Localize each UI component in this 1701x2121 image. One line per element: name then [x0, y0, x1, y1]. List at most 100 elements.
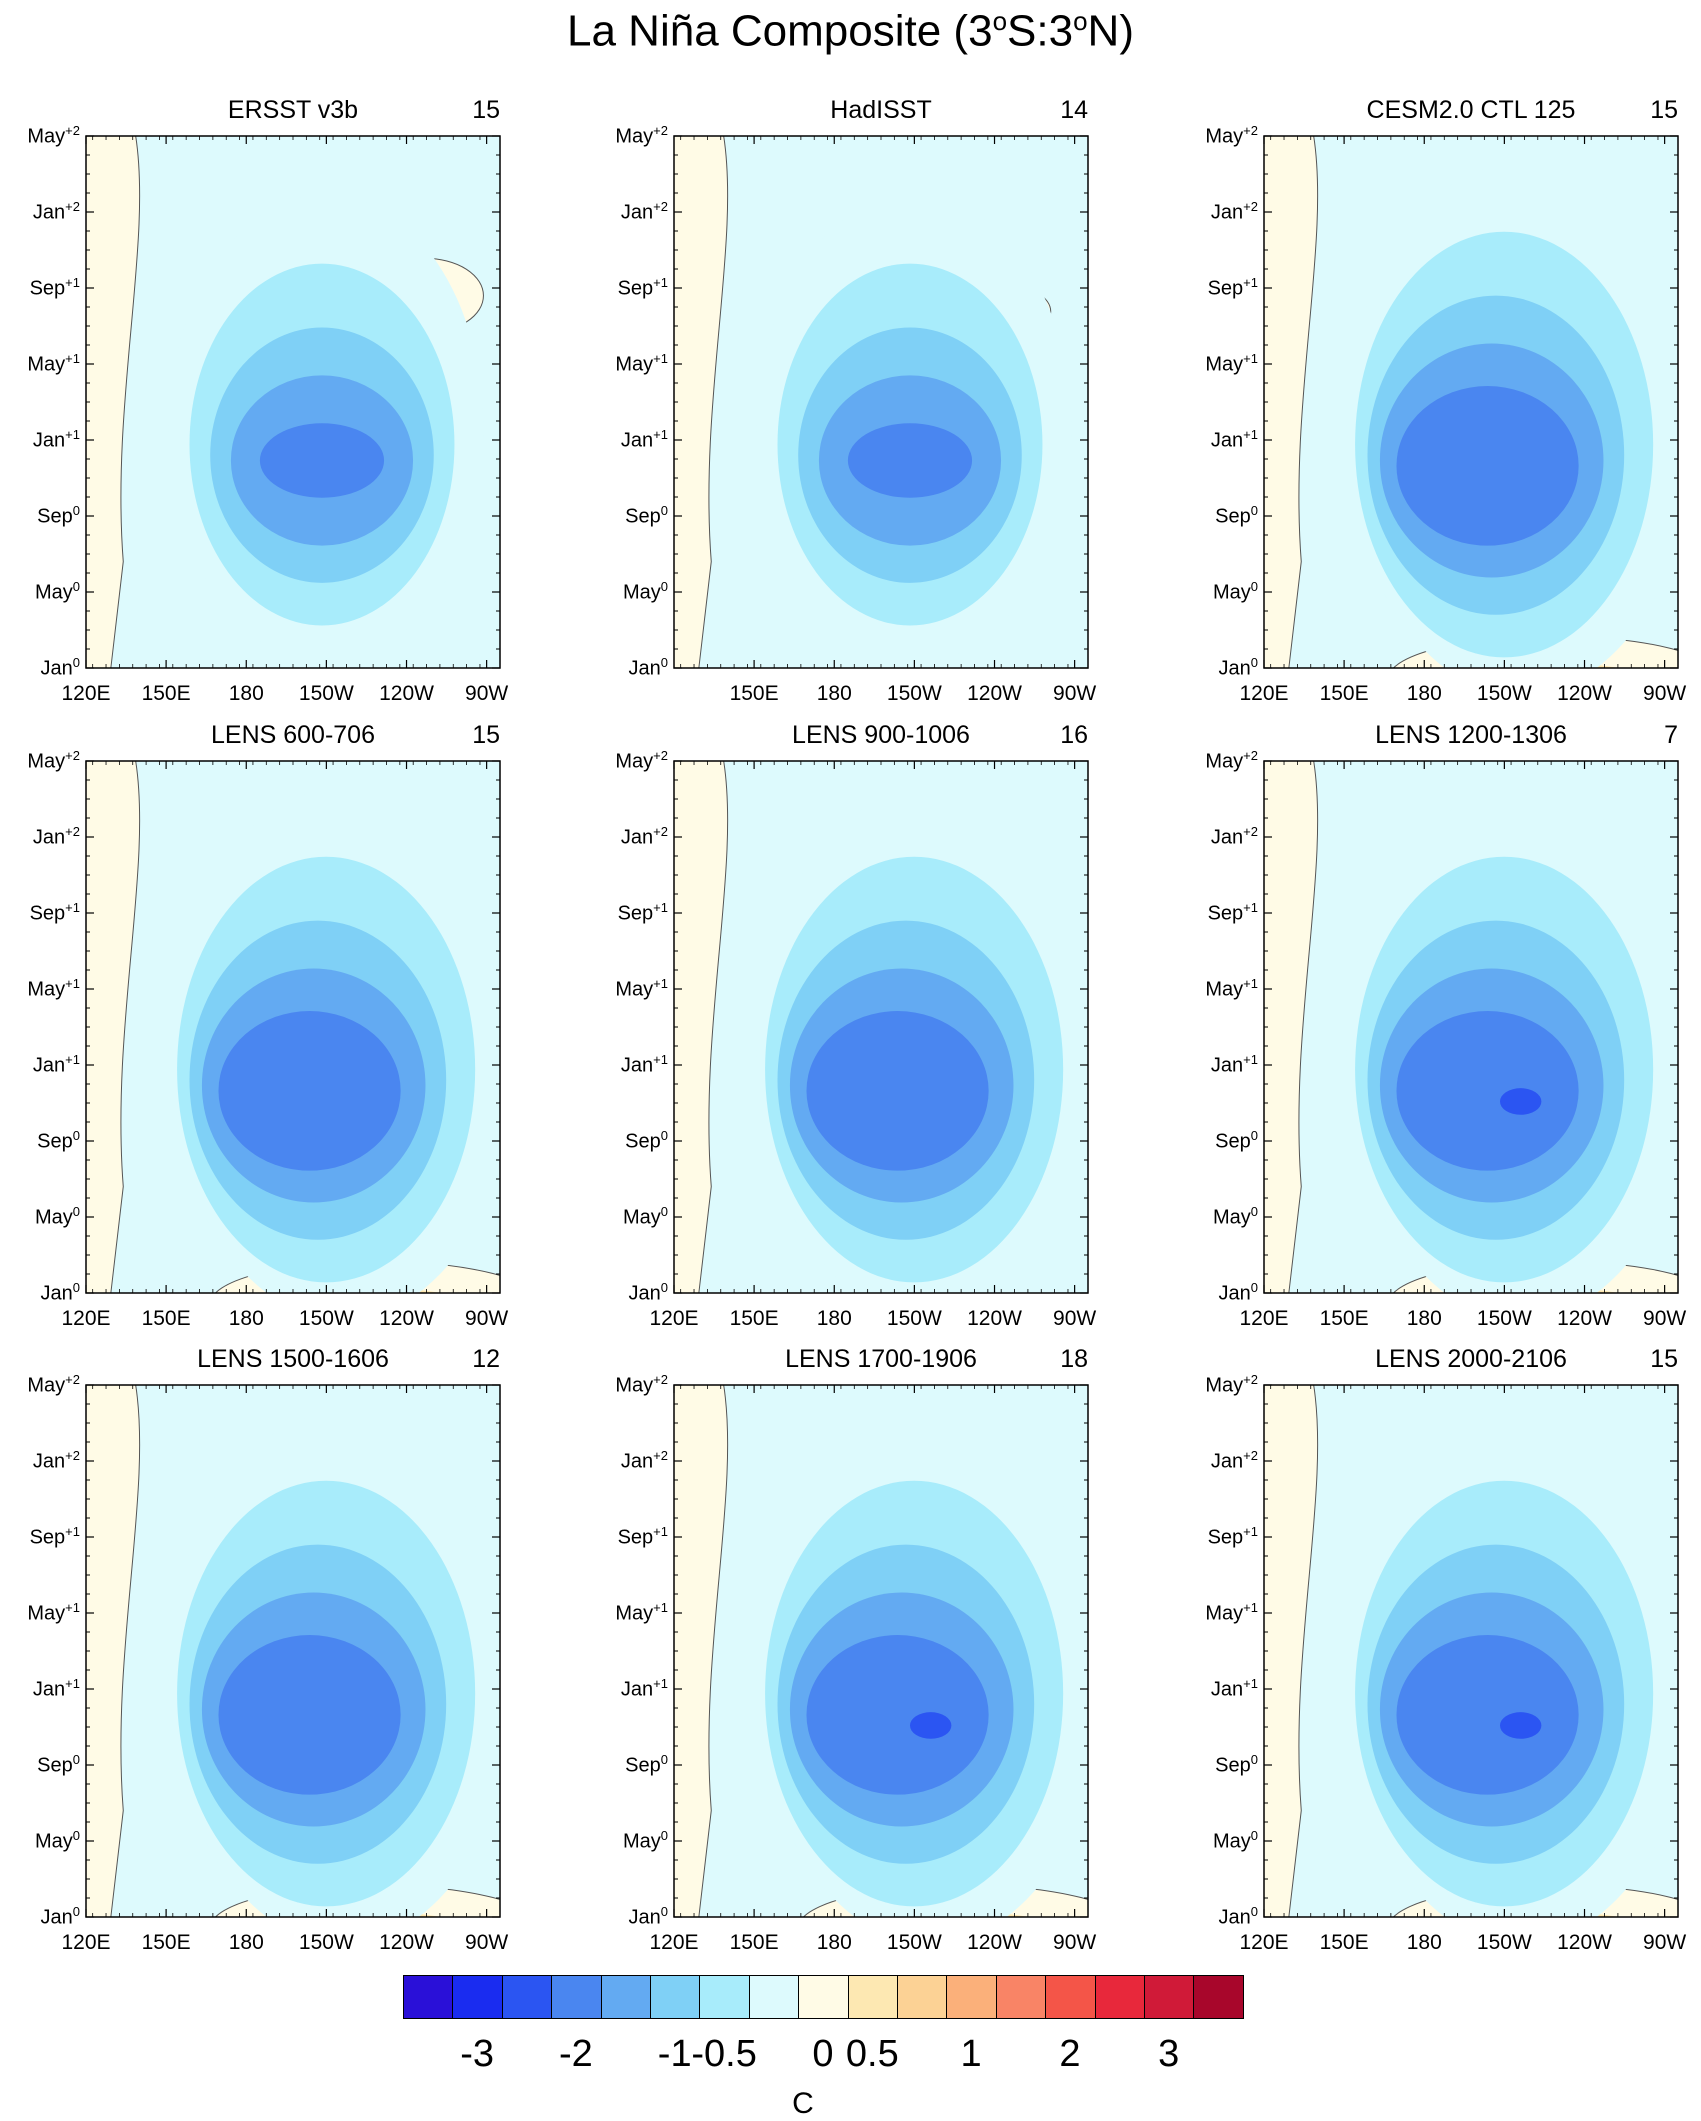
colorbar-swatch [600, 1975, 651, 2019]
y-tick-label: Jan0 [628, 1904, 668, 1929]
y-tick-label: May+2 [1205, 748, 1258, 773]
y-tick-label: Jan+1 [620, 1052, 668, 1077]
y-tick-label: Jan+1 [1210, 1676, 1258, 1701]
y-tick-label: May0 [1212, 1828, 1258, 1853]
title-degree-2: o [1073, 6, 1088, 36]
x-tick-label: 90W [1053, 682, 1097, 705]
cold-anomaly-contour [1499, 1088, 1542, 1115]
y-tick-label: Sep+1 [29, 900, 80, 925]
y-tick-label: Sep0 [37, 1128, 80, 1153]
colorbar-tick-label: 0.5 [845, 2033, 899, 2075]
x-tick-label: 180 [816, 1931, 852, 1954]
cold-anomaly-contour [806, 1635, 989, 1795]
x-tick-label: 150W [1476, 1307, 1532, 1330]
y-tick-label: Jan0 [40, 655, 80, 680]
warm-anomaly-region [86, 136, 141, 668]
panel-event-count: 12 [472, 1345, 500, 1373]
panel-title: CESM2.0 CTL 125 [1366, 96, 1576, 124]
panel-title: ERSST v3b [227, 96, 359, 124]
panel-plot [85, 760, 501, 1294]
cold-anomaly-contour [218, 1011, 401, 1171]
panel-plot [1263, 760, 1679, 1294]
x-tick-label: 90W [1643, 1307, 1687, 1330]
cold-anomaly-contour [847, 423, 973, 498]
cold-anomaly-contour [259, 423, 385, 498]
y-tick-label: May+1 [1205, 351, 1258, 376]
colorbar-swatch [699, 1975, 750, 2019]
x-tick-label: 150W [1476, 1931, 1532, 1954]
x-tick-label: 90W [465, 682, 509, 705]
x-tick-label: 180 [228, 1307, 264, 1330]
x-tick-label: 120W [1557, 682, 1612, 705]
x-tick-label: 90W [1053, 1931, 1097, 1954]
y-tick-label: Sep+1 [29, 1524, 80, 1549]
y-tick-label: May+1 [27, 976, 80, 1001]
y-tick-label: Jan+1 [32, 1676, 80, 1701]
colorbar-tick-label: 0 [812, 2033, 834, 2075]
colorbar-tick-label: -3 [460, 2033, 494, 2075]
y-tick-label: Jan+2 [1210, 1448, 1258, 1473]
x-tick-label: 120E [61, 682, 111, 705]
y-tick-label: Sep0 [625, 1128, 668, 1153]
x-tick-label: 120W [379, 1931, 434, 1954]
colorbar-tick-label: 3 [1158, 2033, 1180, 2075]
warm-anomaly-region [86, 761, 141, 1293]
colorbar-tick-label: -0.5 [691, 2033, 757, 2075]
colorbar-swatch [946, 1975, 997, 2019]
x-tick-label: 180 [228, 1931, 264, 1954]
y-tick-label: Sep+1 [1207, 275, 1258, 300]
x-tick-label: 150E [1319, 682, 1369, 705]
colorbar-swatch [847, 1975, 898, 2019]
cold-anomaly-contour [1396, 1635, 1579, 1795]
panel-event-count: 15 [1650, 1345, 1678, 1373]
x-tick-label: 180 [816, 682, 852, 705]
x-tick-label: 150E [141, 1931, 191, 1954]
y-tick-label: Jan0 [628, 1280, 668, 1305]
colorbar-swatch [897, 1975, 948, 2019]
figure-title: La Niña Composite (3oS:3oN) [0, 6, 1701, 57]
x-tick-label: 180 [816, 1307, 852, 1330]
title-prefix: La Niña Composite (3 [567, 6, 993, 56]
title-mid: S:3 [1007, 6, 1074, 56]
panel-plot [673, 1384, 1089, 1918]
panel-event-count: 15 [1650, 96, 1678, 124]
x-tick-label: 150W [298, 1307, 354, 1330]
y-tick-label: Sep+1 [617, 900, 668, 925]
y-tick-label: May0 [34, 1204, 80, 1229]
y-tick-label: Jan+2 [1210, 824, 1258, 849]
y-tick-label: Sep0 [37, 1752, 80, 1777]
panel-title: LENS 900-1006 [792, 721, 970, 749]
y-tick-label: May+2 [1205, 1372, 1258, 1397]
x-tick-label: 90W [465, 1931, 509, 1954]
x-tick-label: 90W [1643, 1931, 1687, 1954]
title-degree-1: o [992, 6, 1008, 36]
panel-title: LENS 1700-1906 [785, 1345, 977, 1373]
colorbar-swatch [1094, 1975, 1145, 2019]
y-tick-label: May0 [34, 1828, 80, 1853]
y-tick-label: Jan+1 [620, 427, 668, 452]
x-tick-label: 180 [228, 682, 264, 705]
colorbar-swatch [452, 1975, 503, 2019]
y-tick-label: May+1 [615, 976, 668, 1001]
y-tick-label: May+2 [615, 123, 668, 148]
x-tick-label: 150E [1319, 1931, 1369, 1954]
y-tick-label: Jan+2 [620, 1448, 668, 1473]
y-tick-label: Sep0 [1215, 503, 1258, 528]
panel-plot [1263, 135, 1679, 669]
warm-anomaly-region [674, 1385, 729, 1917]
y-tick-label: May+2 [1205, 123, 1258, 148]
panel-title: LENS 1500-1606 [197, 1345, 389, 1373]
x-tick-label: 180 [1406, 682, 1442, 705]
x-tick-label: 150E [1319, 1307, 1369, 1330]
y-tick-label: Jan+2 [620, 824, 668, 849]
x-tick-label: 150W [1476, 682, 1532, 705]
y-tick-label: Jan0 [1218, 655, 1258, 680]
x-tick-label: 150W [298, 682, 354, 705]
y-tick-label: May+2 [27, 748, 80, 773]
x-tick-label: 120E [649, 1307, 699, 1330]
y-tick-label: May+1 [1205, 976, 1258, 1001]
panel-event-count: 16 [1060, 721, 1088, 749]
y-tick-label: Jan0 [40, 1904, 80, 1929]
panel-event-count: 15 [472, 96, 500, 124]
y-tick-label: Jan0 [1218, 1280, 1258, 1305]
